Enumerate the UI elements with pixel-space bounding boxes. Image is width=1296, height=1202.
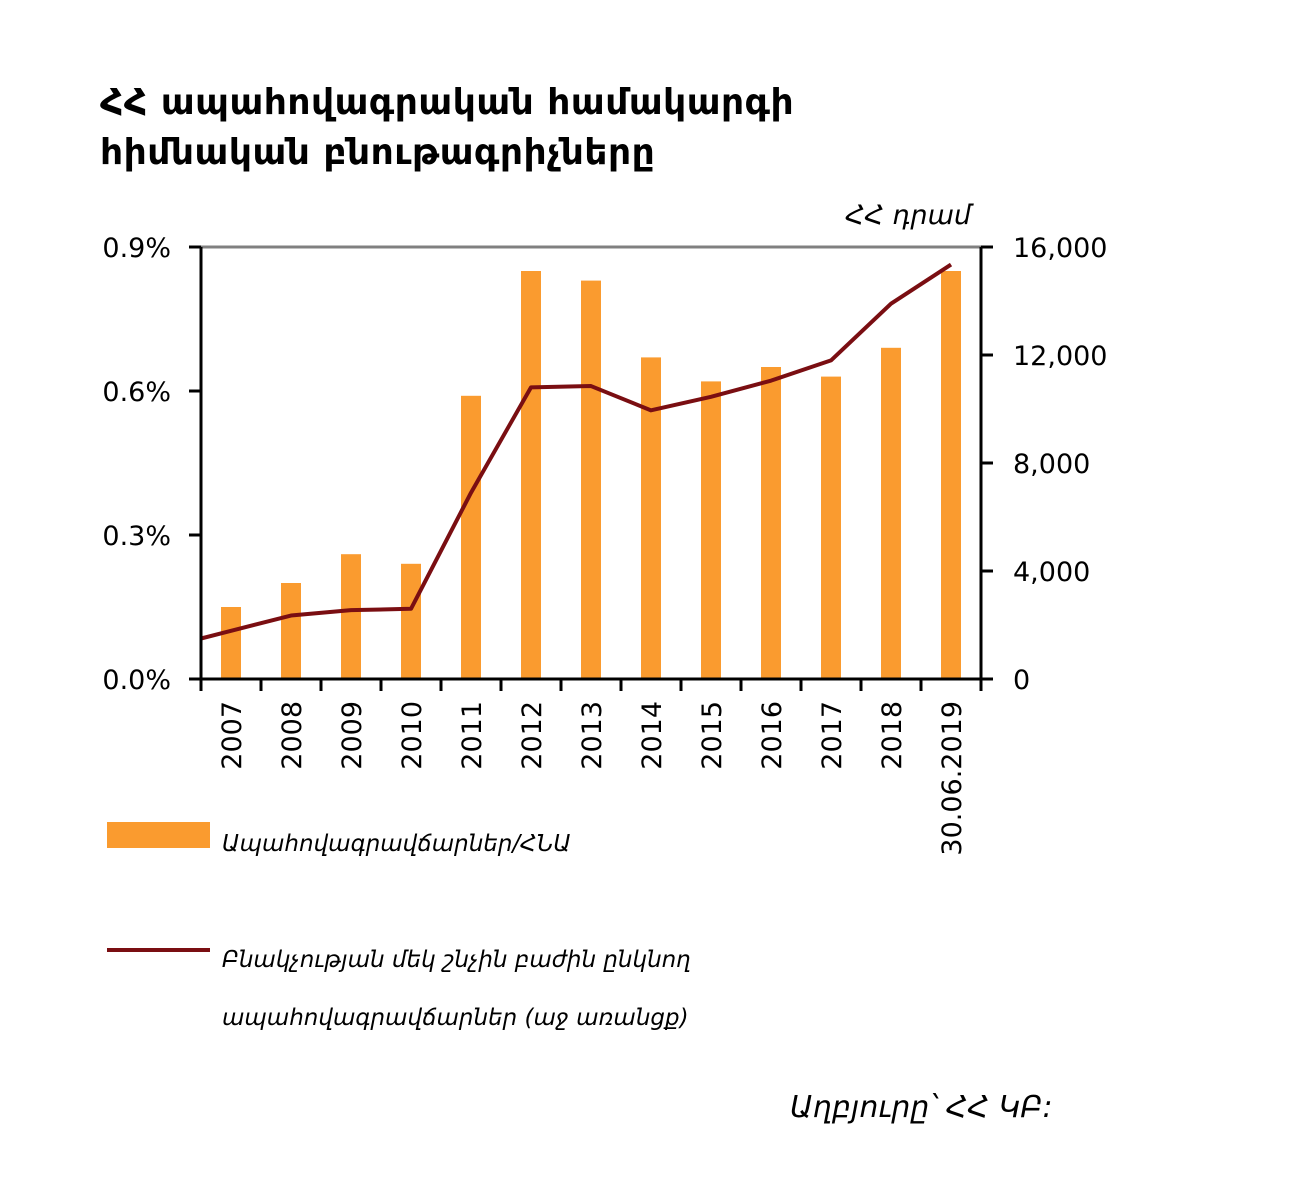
title-line-1: ՀՀ ապահովագրական համակարգի [100,82,795,123]
bar-2017 [821,376,841,679]
plot-area: 0.0% 0.3% 0.6% 0.9% 0 4,000 8,000 12,000 16,000 Հ… [102,200,1107,1031]
bar-30.06.2019 [941,271,961,679]
right-axis-unit: ՀՀ դրամ [845,200,974,231]
x-tick-label-2010: 2010 [397,701,428,770]
bar-2011 [461,395,481,679]
x-tick-label-30.06.2019: 30.06.2019 [937,701,968,856]
bar-2015 [701,381,721,679]
right-tick-label: 4,000 [1013,557,1090,588]
title-line-2: հիմնական բնութագրիչները [100,132,656,173]
left-tick-label: 0.9% [102,233,171,264]
x-tick-label-2014: 2014 [637,701,668,770]
x-tick-label-2016: 2016 [757,701,788,770]
legend-line-label-1: Բնակչության մեկ շնչին բաժին ընկնող [222,947,691,973]
series-line-per-capita [200,262,953,641]
legend-line-label-2: ապահովագրավճարներ (աջ առանցք) [222,1005,689,1031]
bar-2008 [281,583,301,679]
bar-2009 [341,554,361,679]
bar-2012 [521,271,541,679]
bar-2013 [581,280,601,679]
left-tick-label: 0.0% [102,665,171,696]
x-tick-label-2012: 2012 [517,701,548,770]
x-tick-label-2007: 2007 [217,701,248,770]
left-tick-label: 0.3% [102,521,171,552]
x-tick-label-2018: 2018 [877,701,908,770]
source-note: Աղբյուրը՝ ՀՀ ԿԲ: [790,1090,1053,1125]
bar-2014 [641,357,661,679]
bar-2016 [761,367,781,679]
x-tick-label-2009: 2009 [337,701,368,770]
right-tick-label: 12,000 [1013,341,1107,372]
x-tick-label-2011: 2011 [457,701,488,770]
x-tick-label-2013: 2013 [577,701,608,770]
right-tick-label: 16,000 [1013,233,1107,264]
x-tick-label-2015: 2015 [697,701,728,770]
bar-2007 [221,607,241,679]
bar-2010 [401,563,421,679]
x-tick-label-2017: 2017 [817,701,848,770]
x-tick-label-2008: 2008 [277,701,308,770]
right-tick-label: 8,000 [1013,449,1090,480]
legend-bar-label: Ապահովագրավճարներ/ՀՆԱ [222,831,571,857]
chart-title: ՀՀ ապահովագրական համակարգի հիմնական բնու… [100,78,794,178]
left-tick-label: 0.6% [102,377,171,408]
legend-bar-swatch [107,822,210,848]
right-tick-label: 0 [1013,665,1030,696]
bar-2018 [881,347,901,679]
